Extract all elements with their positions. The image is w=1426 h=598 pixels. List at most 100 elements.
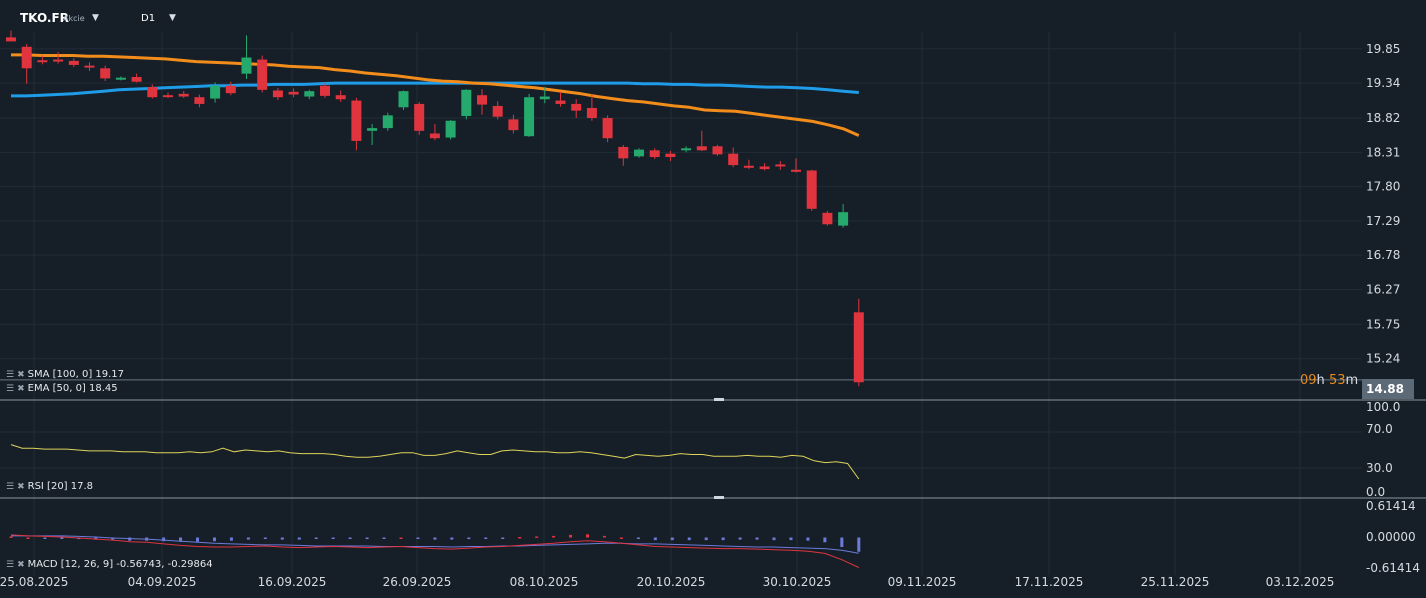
time-axis-label: 26.09.2025 bbox=[383, 575, 452, 589]
macd-histogram-bar bbox=[399, 537, 403, 539]
macd-axis-label: -0.61414 bbox=[1366, 561, 1420, 575]
candle-body bbox=[163, 95, 173, 98]
macd-histogram-bar bbox=[280, 537, 284, 540]
rsi-label: RSI [20] 17.8 bbox=[27, 481, 94, 492]
candle-body bbox=[853, 312, 864, 383]
macd-line bbox=[10, 534, 860, 568]
timeframe-selector[interactable]: D1 bbox=[141, 13, 156, 24]
macd-histogram-bar bbox=[382, 537, 386, 539]
candle-body bbox=[477, 95, 487, 105]
price-axis-label: 17.29 bbox=[1366, 214, 1400, 228]
candle-body bbox=[586, 107, 597, 119]
candle-body bbox=[53, 59, 64, 62]
candle-body bbox=[84, 65, 95, 68]
candle-body bbox=[822, 212, 833, 225]
close-icon[interactable]: ✖ bbox=[17, 370, 25, 380]
candle-body bbox=[6, 37, 16, 42]
candle-body bbox=[618, 146, 629, 159]
candle-body bbox=[241, 57, 252, 74]
price-axis-label: 19.85 bbox=[1366, 42, 1400, 56]
rsi-indicator-legend[interactable]: ☰ ✖ RSI [20] 17.8 bbox=[6, 481, 93, 492]
macd-histogram-bar bbox=[636, 537, 640, 539]
candle-body bbox=[429, 133, 440, 139]
candle-body bbox=[257, 59, 268, 90]
time-axis-label: 17.11.2025 bbox=[1015, 575, 1084, 589]
ema-indicator-legend[interactable]: ☰ ✖ EMA [50, 0] 18.45 bbox=[6, 383, 118, 394]
rsi-line bbox=[10, 444, 860, 480]
candle-body bbox=[178, 93, 189, 97]
macd-axis-label: 0.61414 bbox=[1366, 499, 1416, 513]
macd-histogram-bar bbox=[619, 537, 623, 539]
candle-body bbox=[147, 87, 158, 98]
sma-100-line bbox=[11, 81, 859, 98]
close-icon[interactable]: ✖ bbox=[17, 384, 25, 394]
rsi-axis-label: 70.0 bbox=[1366, 422, 1393, 436]
candle-body bbox=[210, 85, 221, 99]
candle-body bbox=[838, 212, 849, 226]
time-axis-label: 30.10.2025 bbox=[763, 575, 832, 589]
chart-toolbar: TKO.FR Akcie ▼ D1 ▼ bbox=[0, 0, 1426, 32]
macd-histogram-bar bbox=[857, 537, 861, 552]
macd-histogram-bar bbox=[365, 537, 369, 540]
candle-body bbox=[791, 169, 801, 172]
list-icon[interactable]: ☰ bbox=[6, 560, 15, 570]
close-icon[interactable]: ✖ bbox=[17, 482, 25, 492]
macd-histogram-bar bbox=[704, 537, 708, 541]
macd-histogram-bar bbox=[212, 537, 216, 542]
sma-label: SMA [100, 0] 19.17 bbox=[27, 369, 125, 380]
panel-resize-handle[interactable] bbox=[714, 496, 724, 499]
macd-histogram-bar bbox=[450, 537, 454, 540]
sma-indicator-legend[interactable]: ☰ ✖ SMA [100, 0] 19.17 bbox=[6, 369, 124, 380]
symbol-name[interactable]: TKO.FR bbox=[20, 11, 69, 25]
price-axis-label: 15.75 bbox=[1366, 317, 1400, 331]
time-axis-label: 08.10.2025 bbox=[510, 575, 579, 589]
price-axis-label: 15.24 bbox=[1366, 352, 1400, 366]
macd-histogram-bar bbox=[94, 537, 98, 540]
macd-histogram-bar bbox=[297, 537, 301, 540]
candle-body bbox=[539, 96, 550, 100]
list-icon[interactable]: ☰ bbox=[6, 482, 15, 492]
macd-histogram-bar bbox=[552, 535, 556, 538]
candle-body bbox=[68, 60, 79, 65]
candle-body bbox=[508, 119, 519, 131]
timeframe-dropdown-caret-down-icon[interactable]: ▼ bbox=[169, 13, 176, 23]
candle-body bbox=[602, 118, 613, 139]
candle-body bbox=[398, 91, 409, 108]
macd-histogram-bar bbox=[263, 537, 267, 539]
candle-body bbox=[555, 100, 566, 104]
candle-body bbox=[304, 91, 315, 97]
macd-signal-line bbox=[11, 535, 859, 554]
macd-histogram-bar bbox=[348, 537, 352, 539]
macd-indicator-legend[interactable]: ☰ ✖ MACD [12, 26, 9] -0.56743, -0.29864 bbox=[6, 559, 213, 570]
candle-body bbox=[335, 95, 346, 100]
candle-body bbox=[115, 77, 126, 80]
time-axis-label: 16.09.2025 bbox=[258, 575, 327, 589]
time-axis-label: 20.10.2025 bbox=[637, 575, 706, 589]
candle-countdown: 09h 53m bbox=[1300, 373, 1358, 388]
close-icon[interactable]: ✖ bbox=[17, 560, 25, 570]
macd-histogram-bar bbox=[196, 537, 200, 542]
candle-body bbox=[288, 91, 299, 95]
candle-body bbox=[320, 85, 330, 96]
candle-body bbox=[492, 105, 503, 117]
candle-body bbox=[194, 97, 205, 104]
macd-histogram-bar bbox=[569, 534, 573, 538]
candle-body bbox=[382, 115, 393, 129]
countdown-hours-unit: h bbox=[1316, 373, 1325, 388]
macd-histogram-bar bbox=[518, 536, 522, 539]
macd-histogram-bar bbox=[9, 536, 13, 538]
list-icon[interactable]: ☰ bbox=[6, 370, 15, 380]
candle-body bbox=[634, 149, 644, 157]
time-axis-label: 03.12.2025 bbox=[1266, 575, 1335, 589]
candle-body bbox=[681, 148, 692, 151]
candle-body bbox=[696, 146, 707, 151]
macd-axis-label: 0.00000 bbox=[1366, 530, 1416, 544]
panel-resize-handle[interactable] bbox=[714, 398, 724, 401]
macd-histogram-bar bbox=[314, 537, 318, 539]
candle-body bbox=[351, 100, 362, 141]
countdown-minutes-unit: m bbox=[1345, 373, 1359, 388]
list-icon[interactable]: ☰ bbox=[6, 384, 15, 394]
symbol-dropdown-caret-down-icon[interactable]: ▼ bbox=[92, 13, 99, 23]
time-axis-label: 09.11.2025 bbox=[888, 575, 957, 589]
